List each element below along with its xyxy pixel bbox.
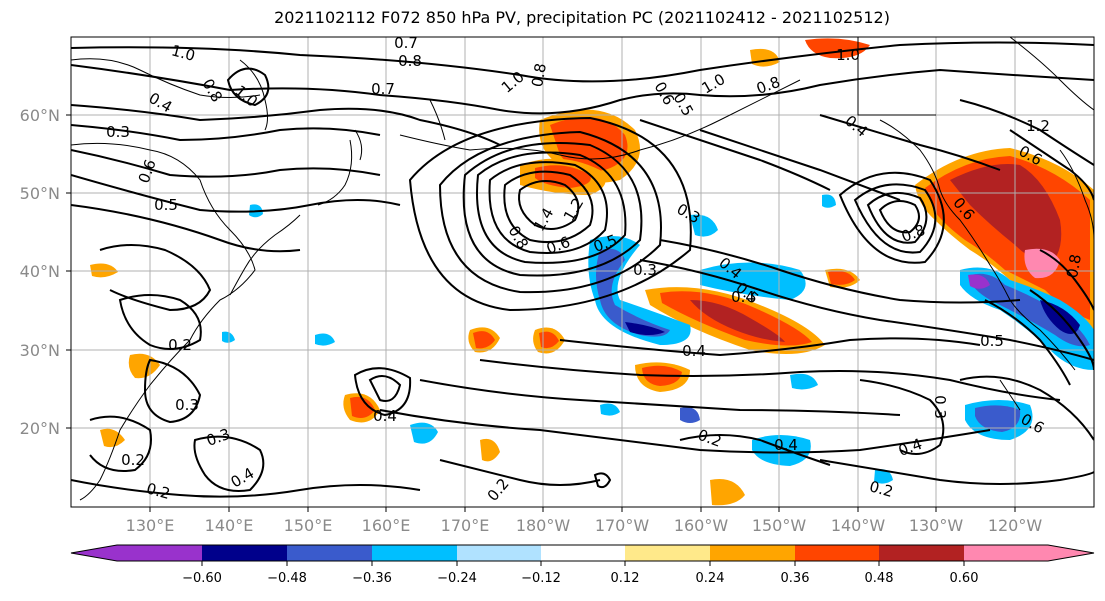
lat-label: 60°N [20,106,60,125]
lon-labels: 130°E 140°E 150°E 160°E 170°E 180°W 170°… [126,516,1043,535]
contour-label: 0.5 [980,332,1004,350]
axis-ticks [66,114,1016,512]
colorbar-tick: −0.48 [267,571,307,586]
lat-label: 20°N [20,419,60,438]
colorbar-segment [964,545,1048,561]
contour-label: 1.0 [169,41,197,65]
contour-label: 0.8 [1063,253,1085,280]
contour-label: 0.3 [106,123,130,141]
lat-labels: 60°N 50°N 40°N 30°N 20°N [20,106,60,438]
lat-label: 40°N [20,262,60,281]
contour-label: 0.4 [682,342,706,360]
contour-label: 0.4 [373,407,397,425]
colorbar-segment [795,545,879,561]
lon-label: 130°E [126,516,175,535]
contour-label: 0.8 [528,62,550,89]
lon-label: 140°E [205,516,254,535]
lat-label: 50°N [20,184,60,203]
colorbar-tick: −0.36 [352,571,392,586]
contour-label: 0.3 [175,396,199,414]
lon-label: 170°E [441,516,490,535]
contour-label: 0.4 [774,436,798,454]
coastlines [71,37,1094,501]
contour-label: 0.5 [154,196,178,214]
colorbar-segment [541,545,625,561]
colorbar-tick: −0.24 [437,571,477,586]
contour-label: 0.2 [168,336,192,354]
colorbar-segment [372,545,457,561]
colorbar-tick: −0.60 [182,571,222,586]
colorbar-outline [70,544,1095,562]
colorbar: −0.60 −0.48 −0.36 −0.24 −0.12 0.12 0.24 … [70,544,1095,586]
colorbar-tick: 0.36 [781,571,810,586]
colorbar-tick: 0.48 [865,571,894,586]
colorbar-tick: 0.24 [696,571,725,586]
lon-label: 160°W [674,516,729,535]
colorbar-segment [202,545,287,561]
lon-label: 150°W [752,516,807,535]
colorbar-segment [710,545,795,561]
colorbar-segment [287,545,372,561]
colorbar-tick: 0.12 [611,571,640,586]
pv-contours [71,41,1094,498]
map-frame [70,36,1095,508]
colorbar-tick: 0.60 [950,571,979,586]
contour-label: 1.2 [1026,117,1050,135]
colorbar-segment [879,545,964,561]
lon-label: 120°W [988,516,1043,535]
lon-label: 140°W [831,516,886,535]
lon-label: 170°W [595,516,650,535]
contour-label: 0.3 [931,395,949,419]
lon-label: 150°E [284,516,333,535]
map-title: 2021102112 F072 850 hPa PV, precipitatio… [274,8,890,27]
contour-label: 0.7 [371,80,395,98]
colorbar-segment [457,545,541,561]
contour-label: 0.4 [731,288,755,306]
colorbar-tick: −0.12 [521,571,561,586]
lon-label: 180°W [516,516,571,535]
colorbar-extend-low [71,545,117,561]
contour-label: 1.0 [836,46,860,64]
colorbar-segment [625,545,710,561]
contour-label: 0.2 [867,477,895,501]
colorbar-extend-high [1048,545,1094,561]
lon-label: 160°E [362,516,411,535]
contour-label: 0.2 [144,479,172,503]
lon-label: 130°W [909,516,964,535]
contour-label: 0.2 [121,451,145,469]
contour-label: 0.7 [394,34,418,52]
lat-label: 30°N [20,341,60,360]
contour-label: 0.3 [633,261,657,279]
contour-label: 0.8 [398,52,422,70]
colorbar-segment [117,545,202,561]
